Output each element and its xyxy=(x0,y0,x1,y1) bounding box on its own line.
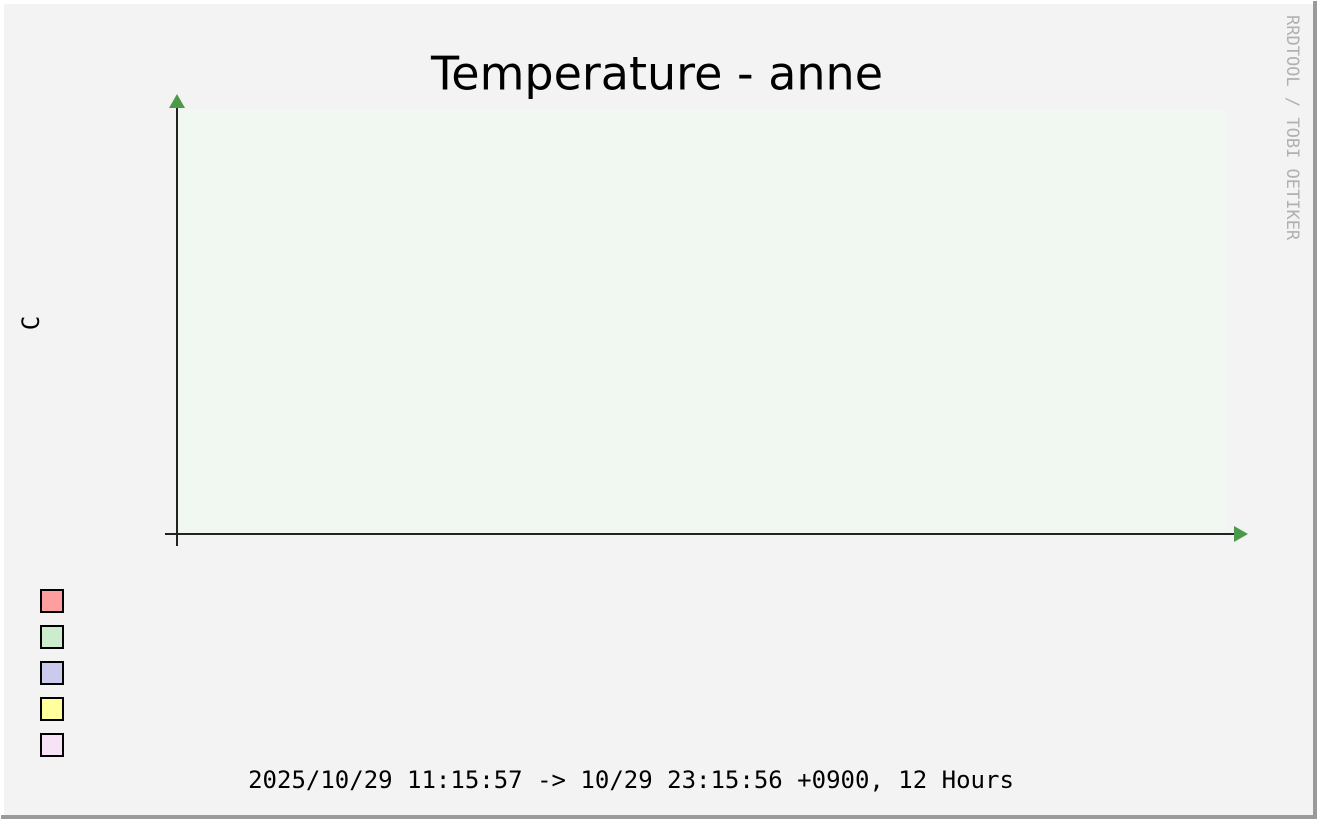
legend-swatch xyxy=(40,697,64,721)
legend-swatch xyxy=(40,733,64,757)
chart-title: Temperature - anne xyxy=(430,47,883,101)
y-axis-label: C xyxy=(17,316,45,330)
legend-swatch xyxy=(40,661,64,685)
y-axis-arrow xyxy=(169,94,185,108)
watermark: RRDTOOL / TOBI OETIKER xyxy=(1282,15,1302,241)
text-layer: Temperature - anne C RRDTOOL / TOBI OETI… xyxy=(17,15,1302,794)
legend-swatch xyxy=(40,589,64,613)
x-axis-arrow xyxy=(1234,526,1248,542)
axes-layer xyxy=(165,94,1248,546)
footer: 2025/10/29 11:15:57 -> 10/29 23:15:56 +0… xyxy=(248,766,1014,794)
legend-swatch xyxy=(40,625,64,649)
plot-area xyxy=(177,110,1225,534)
